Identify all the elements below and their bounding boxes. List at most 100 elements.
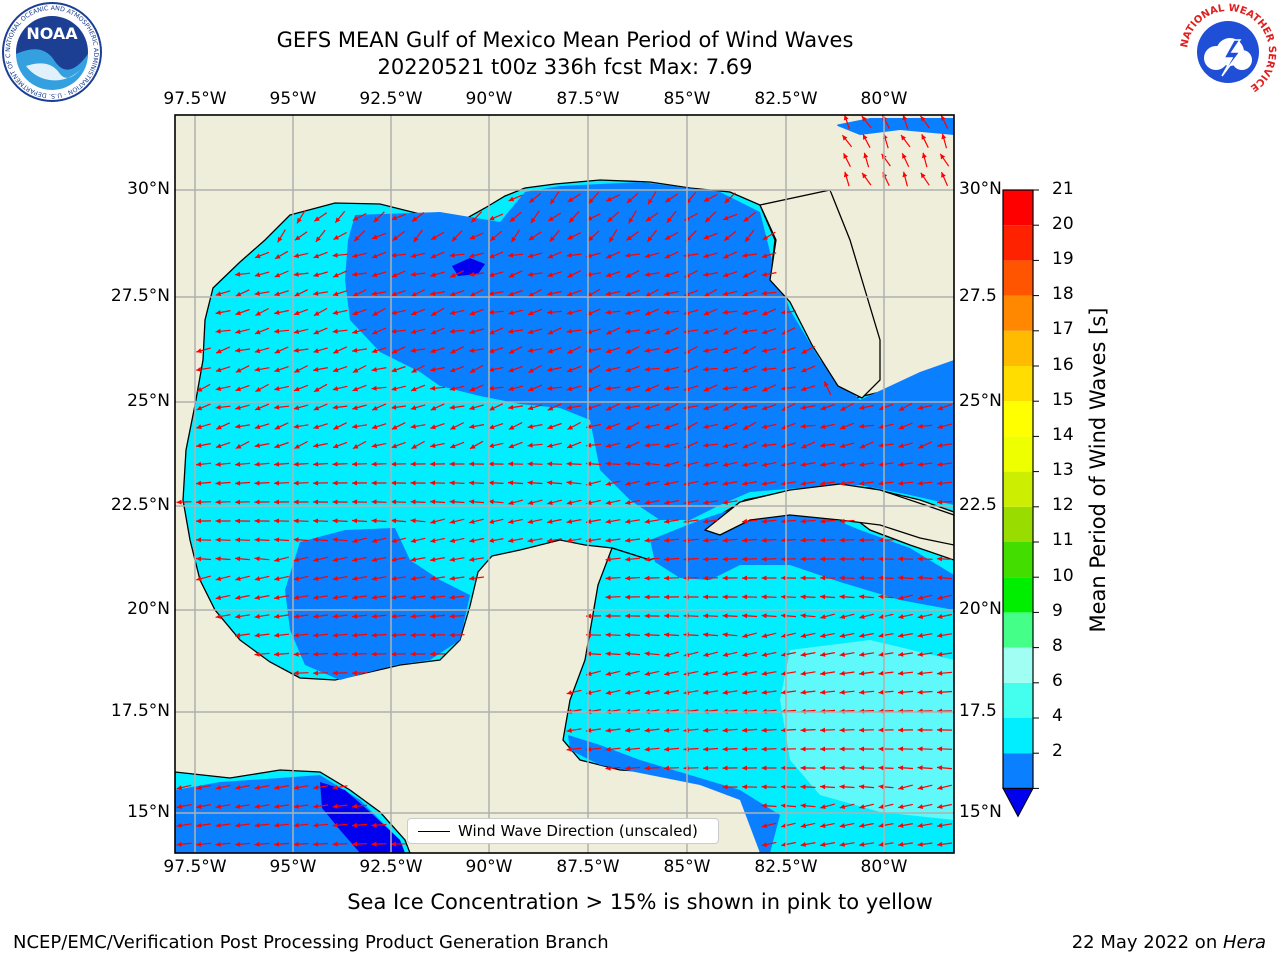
wind-wave-arrow-head xyxy=(703,462,709,467)
wind-wave-arrow-head xyxy=(647,236,653,242)
wind-wave-arrow-head xyxy=(566,727,572,733)
wind-wave-arrow-head xyxy=(937,670,943,676)
wind-wave-arrow-head xyxy=(937,785,943,790)
wind-wave-arrow-head xyxy=(664,727,670,733)
colorbar-tick-label: 21 xyxy=(1052,179,1074,199)
wind-wave-arrow-head xyxy=(781,613,787,619)
wind-wave-arrow-head xyxy=(391,613,397,619)
wind-wave-arrow-head xyxy=(274,386,280,391)
wind-wave-arrow-head xyxy=(254,632,260,638)
wind-wave-arrow-head xyxy=(820,746,825,752)
wind-wave-arrow-head xyxy=(196,387,203,392)
wind-wave-arrow-head xyxy=(410,518,416,524)
wind-wave-arrow-head xyxy=(606,405,612,411)
wind-wave-arrow-head xyxy=(235,518,240,524)
wind-wave-arrow-head xyxy=(703,594,708,600)
wind-wave-arrow-head xyxy=(488,309,494,315)
wind-wave-arrow-head xyxy=(898,406,905,411)
wind-wave-arrow-head xyxy=(215,499,221,505)
wind-wave-arrow-head xyxy=(352,632,358,638)
wind-wave-arrow-head xyxy=(800,423,806,429)
wind-wave-arrow-head xyxy=(800,842,806,847)
wind-wave-arrow-head xyxy=(371,385,377,391)
wind-wave-arrow-head xyxy=(625,518,631,524)
wind-wave-arrow-head xyxy=(800,823,807,828)
wind-wave-arrow-head xyxy=(861,116,867,122)
colorbar-swatch xyxy=(1003,330,1033,366)
colorbar-tick-label: 2 xyxy=(1052,741,1063,761)
wind-wave-arrow-head xyxy=(742,310,748,316)
colorbar-tick-label: 12 xyxy=(1052,495,1074,515)
wind-wave-arrow-head xyxy=(450,272,456,278)
wind-wave-arrow-head xyxy=(625,367,632,373)
wind-wave-arrow-head xyxy=(703,671,709,676)
wind-wave-arrow-head xyxy=(820,537,826,543)
wind-wave-arrow-head xyxy=(722,613,728,619)
wind-wave-arrow-head xyxy=(371,291,377,296)
colorbar-swatch xyxy=(1003,577,1033,613)
wind-wave-arrow-head xyxy=(196,518,201,524)
wind-wave-arrow-head xyxy=(605,291,612,296)
wind-wave-arrow-head xyxy=(293,253,300,258)
wind-wave-arrow-head xyxy=(742,746,748,752)
wind-wave-arrow-head xyxy=(430,385,436,391)
wind-wave-arrow-head xyxy=(937,405,943,411)
wind-wave-arrow-head xyxy=(410,613,416,619)
wind-wave-arrow-head xyxy=(644,253,651,259)
wind-wave-arrow-head xyxy=(898,765,904,771)
wind-wave-arrow-head xyxy=(371,632,377,638)
wind-wave-arrow-head xyxy=(859,841,865,847)
lon-tick-bottom: 92.5°W xyxy=(359,857,423,877)
wind-wave-arrow-head xyxy=(898,841,904,847)
wind-wave-arrow-head xyxy=(742,481,748,486)
wind-wave-arrow-head xyxy=(625,252,631,258)
wind-wave-arrow-head xyxy=(761,746,767,752)
wind-wave-arrow-head xyxy=(898,424,905,430)
wind-wave-arrow-head xyxy=(761,556,767,562)
wind-wave-arrow-head xyxy=(449,594,455,600)
wind-wave-arrow-head xyxy=(644,272,650,277)
wind-wave-arrow-head xyxy=(352,822,358,828)
wind-wave-arrow-head xyxy=(274,841,280,847)
wind-wave-arrow-head xyxy=(605,385,611,391)
wind-wave-arrow-head xyxy=(352,594,358,600)
wind-wave-arrow-head xyxy=(254,290,260,296)
wind-wave-arrow-head xyxy=(761,253,768,259)
wind-wave-arrow-head xyxy=(508,500,514,505)
wind-wave-arrow-head xyxy=(878,765,884,771)
wind-wave-arrow-head xyxy=(902,115,908,121)
wind-wave-arrow-head xyxy=(566,537,572,543)
wind-wave-arrow-head xyxy=(703,424,709,429)
wind-wave-arrow-head xyxy=(196,480,202,486)
wind-wave-arrow-head xyxy=(274,595,280,600)
wind-wave-arrow-head xyxy=(644,442,650,448)
wind-wave-arrow-head xyxy=(293,613,299,619)
wind-wave-arrow-head xyxy=(878,823,884,828)
wind-wave-arrow-head xyxy=(411,291,417,297)
wind-wave-arrow-head xyxy=(878,841,884,847)
colorbar-tick-label: 14 xyxy=(1052,425,1074,445)
wind-wave-arrow-head xyxy=(843,171,849,178)
wind-wave-arrow-head xyxy=(800,405,806,410)
wind-wave-arrow-head xyxy=(839,727,845,733)
wind-wave-arrow-head xyxy=(412,216,418,222)
wind-wave-arrow-head xyxy=(820,556,825,562)
wind-wave-arrow-head xyxy=(722,309,728,315)
wind-wave-arrow-head xyxy=(274,651,280,657)
wind-wave-arrow-head xyxy=(293,670,299,676)
wind-wave-arrow-head xyxy=(391,461,397,467)
wind-wave-arrow-head xyxy=(332,328,338,334)
wind-wave-arrow-head xyxy=(898,443,904,449)
wind-wave-arrow-head xyxy=(511,236,517,243)
wind-wave-arrow-head xyxy=(800,803,806,809)
wind-wave-arrow-head xyxy=(313,424,319,430)
wind-wave-arrow-head xyxy=(625,348,632,354)
wind-wave-arrow-head xyxy=(839,784,845,790)
wind-wave-arrow-head xyxy=(878,727,884,733)
wind-wave-arrow-head xyxy=(605,519,611,524)
wind-wave-arrow-head xyxy=(704,292,710,297)
wind-wave-arrow-head xyxy=(625,594,631,600)
wind-wave-arrow-head xyxy=(898,689,904,695)
wind-wave-arrow-head xyxy=(664,652,670,657)
wind-wave-arrow-head xyxy=(605,651,611,657)
